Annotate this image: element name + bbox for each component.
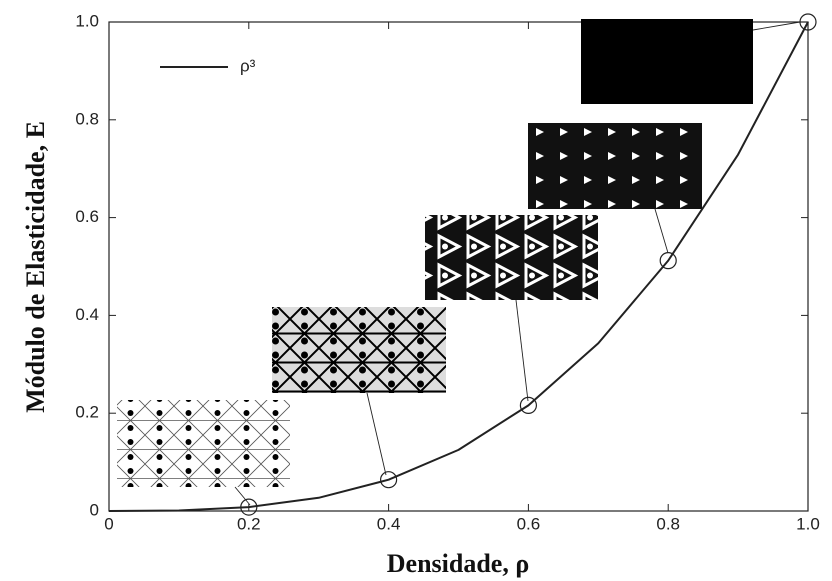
x-tick-label: 1.0 xyxy=(796,514,820,533)
inset-image xyxy=(581,19,753,104)
y-axis-title: Módulo de Elasticidade, E xyxy=(21,121,50,413)
y-tick-label: 0.4 xyxy=(75,305,99,324)
y-tick-label: 0.8 xyxy=(75,109,99,128)
connector xyxy=(752,21,801,31)
x-tick-label: 0.8 xyxy=(656,514,680,533)
y-tick-label: 0 xyxy=(90,500,99,519)
line xyxy=(108,21,809,512)
x-tick-label: 0.4 xyxy=(377,514,401,533)
connector xyxy=(234,486,251,506)
connector xyxy=(515,299,529,402)
y-tick-label: 1.0 xyxy=(75,11,99,30)
legend-label: ρ³ xyxy=(240,56,256,75)
marker xyxy=(659,252,677,270)
x-tick-label: 0.2 xyxy=(237,514,261,533)
y-tick-label: 0.6 xyxy=(75,207,99,226)
connector xyxy=(654,208,669,254)
inset-image xyxy=(117,400,290,487)
x-axis-title: Densidade, ρ xyxy=(387,549,530,578)
marker xyxy=(240,498,258,516)
inset-image xyxy=(528,123,702,209)
x-tick-label: 0 xyxy=(104,514,113,533)
plot-frame xyxy=(108,21,809,512)
y-tick-label: 0.2 xyxy=(75,403,99,422)
insets xyxy=(117,19,801,506)
marker xyxy=(380,471,398,489)
marker xyxy=(799,13,817,31)
x-tick-label: 0.6 xyxy=(517,514,541,533)
connector xyxy=(366,392,387,476)
inset-image xyxy=(272,307,446,393)
inset-image xyxy=(425,215,598,300)
marker xyxy=(519,396,538,414)
